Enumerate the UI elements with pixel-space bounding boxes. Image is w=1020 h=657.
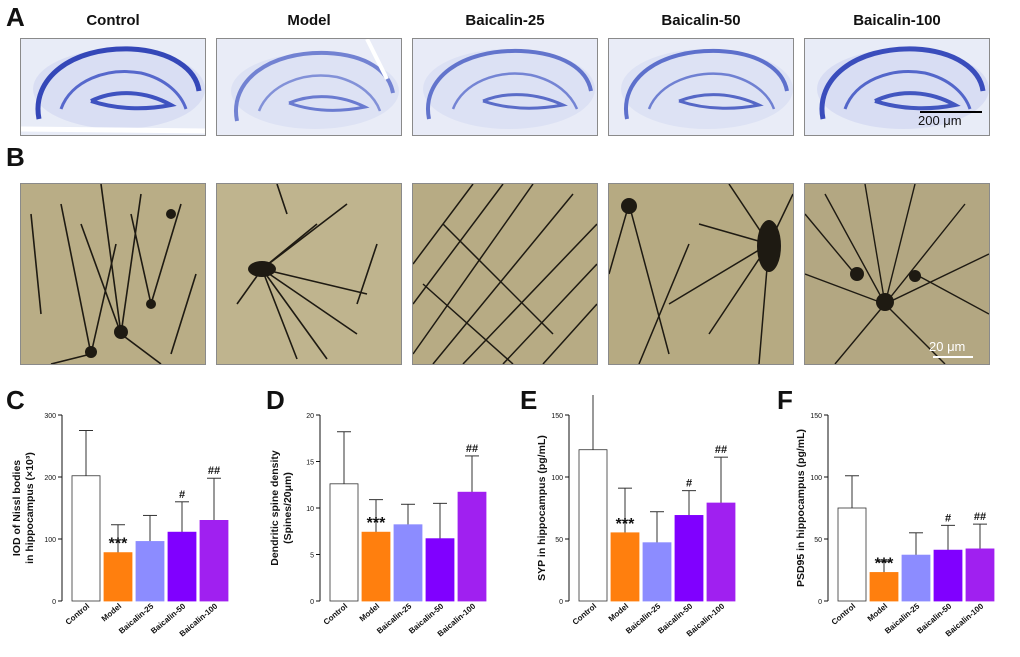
y-tick-label: 200 [44,475,56,482]
bar-model [869,572,899,602]
panel-label-a: A [6,2,25,32]
bar-control [71,475,101,602]
significance-label: ## [715,444,727,456]
golgi-image-baicalin-50 [608,183,794,365]
bar-control [837,507,867,602]
panel-label-c: C [6,385,25,415]
nissl-image-baicalin-100: 200 μm [804,38,990,136]
significance-label: ## [974,511,986,523]
golgi-image-control [20,183,206,365]
y-tick-label: 0 [818,599,822,606]
group-title-baicalin-100: Baicalin-100 [853,12,941,29]
bar-control [329,483,359,602]
nissl-image-model [216,38,402,136]
y-axis-label-line2: (Spines/20μm) [282,472,294,544]
y-tick-label: 100 [551,475,563,482]
scale-bar-a [920,111,982,113]
chart-c: 0 100 200 300 IOD of Nissl bodies in hippocam… [11,413,229,639]
significance-label: ## [466,443,478,455]
scale-label-a: 200 μm [918,113,962,128]
y-tick-label: 15 [306,460,314,467]
scale-bar-b [933,356,973,358]
nissl-image-baicalin-50 [608,38,794,136]
bar-model [361,531,391,602]
category-label: Control [64,602,92,627]
bar-control [578,449,608,602]
y-tick-label: 100 [810,475,822,482]
y-tick-label: 0 [559,599,563,606]
bar-baicalin-50 [933,549,963,602]
y-axis-label-line2: in hippocampus (×10³) [24,452,36,564]
y-tick-label: 20 [306,413,314,420]
category-label: Model [866,602,889,624]
bar-baicalin-50 [674,515,704,602]
golgi-image-baicalin-25 [412,183,598,365]
panel-label-e: E [520,385,538,415]
bar-baicalin-50 [425,538,455,602]
bar-baicalin-100 [965,548,995,602]
bar-model [610,532,640,602]
y-tick-label: 100 [44,537,56,544]
y-tick-label: 10 [306,506,314,513]
panel-label-d: D [266,385,285,415]
y-tick-label: 0 [52,599,56,606]
significance-label: *** [367,515,386,532]
golgi-image-baicalin-100: 20 μm [804,183,990,365]
category-label: Control [830,602,858,627]
category-label: Model [100,602,123,624]
scale-label-b: 20 μm [929,339,966,354]
bar-model [103,552,133,602]
group-title-baicalin-50: Baicalin-50 [661,12,741,29]
y-tick-label: 50 [555,537,563,544]
group-title-model: Model [287,12,331,29]
y-axis-label: SYP in hippocampus (pg/mL) [536,435,548,581]
y-tick-label: 0 [310,599,314,606]
bar-baicalin-100 [706,502,736,602]
bar-baicalin-25 [135,541,165,602]
chart-e: 0 50 100 150 SYP in hippocampus (pg/mL) Contr… [536,395,736,639]
bar-baicalin-25 [393,524,423,602]
bar-baicalin-25 [642,542,672,602]
significance-label: *** [109,536,128,553]
bar-baicalin-100 [457,491,487,602]
significance-label: *** [875,555,894,572]
category-label: Control [571,602,599,627]
significance-label: # [945,512,951,524]
y-axis-label: IOD of Nissl bodies [11,460,23,556]
category-label: Control [322,602,350,627]
golgi-image-model [216,183,402,365]
y-tick-label: 5 [310,553,314,560]
nissl-image-control [20,38,206,136]
significance-label: # [179,489,185,501]
group-title-baicalin-25: Baicalin-25 [465,12,545,29]
significance-label: # [686,478,692,490]
bar-baicalin-25 [901,554,931,602]
bar-baicalin-50 [167,531,197,602]
y-tick-label: 300 [44,413,56,420]
y-tick-label: 50 [814,537,822,544]
significance-label: *** [616,516,635,533]
y-axis-label: Dendritic spine density [269,450,281,566]
y-tick-label: 150 [551,413,563,420]
y-tick-label: 150 [810,413,822,420]
group-title-control: Control [86,12,140,29]
chart-d: 0 5 10 15 20 Dendritic spine density (Spines/2… [269,413,487,639]
y-axis-label: PSD95 in hippocampus (pg/mL) [795,429,807,587]
category-label: Model [607,602,630,624]
nissl-image-baicalin-25 [412,38,598,136]
bar-baicalin-100 [199,520,229,602]
panel-label-b: B [6,142,25,172]
significance-label: ## [208,465,220,477]
panel-label-f: F [777,385,793,415]
chart-f: 0 50 100 150 PSD95 in hippocampus (pg/mL) Con… [795,413,995,639]
category-label: Model [358,602,381,624]
